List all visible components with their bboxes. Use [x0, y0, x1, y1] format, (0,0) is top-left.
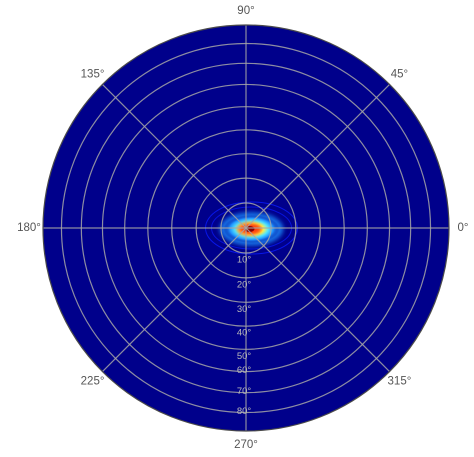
radial-tick-label-70: 70° [237, 386, 252, 397]
angular-tick-label-315: 315° [388, 375, 412, 387]
angular-tick-label-90: 90° [237, 5, 254, 17]
radial-tick-label-30: 30° [237, 304, 252, 315]
plot-border [42, 24, 450, 432]
angular-tick-label-135: 135° [81, 69, 105, 81]
angular-gridline-225 [102, 227, 247, 372]
angular-tick-label-0: 0° [458, 222, 469, 234]
angular-tick-label-225: 225° [81, 375, 105, 387]
radial-tick-label-20: 20° [237, 279, 252, 290]
angular-tick-label-270: 270° [234, 439, 258, 451]
angular-gridline-315 [245, 227, 390, 372]
angular-tick-label-180: 180° [17, 222, 41, 234]
angular-gridline-135 [102, 84, 247, 229]
radial-tick-label-40: 40° [237, 328, 252, 339]
angular-tick-label-45: 45° [391, 69, 408, 81]
angular-gridline-45 [245, 84, 390, 229]
radial-tick-label-80: 80° [237, 406, 252, 417]
radial-tick-label-50: 50° [237, 351, 252, 362]
radial-tick-label-60: 60° [237, 365, 252, 376]
radial-tick-label-10: 10° [237, 255, 252, 266]
